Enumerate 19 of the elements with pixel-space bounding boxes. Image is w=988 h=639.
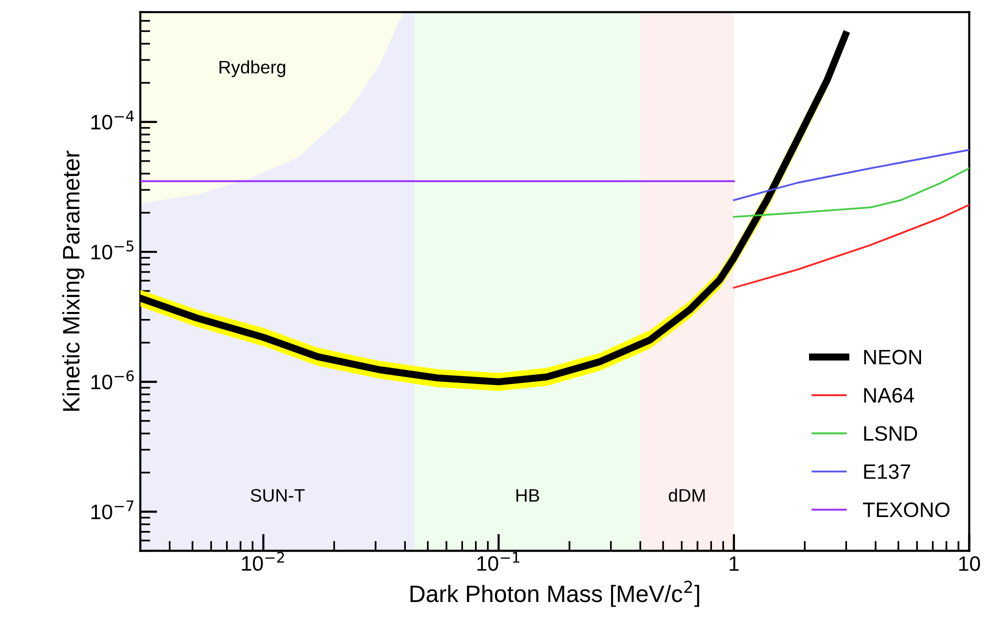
x-axis-title: Dark Photon Mass [MeV/c$^{2}$]: [410, 580, 700, 607]
band-label: HB: [516, 489, 540, 502]
y-tick-label: 10$^{−5}$: [91, 240, 134, 260]
band-label: dDM: [668, 488, 705, 502]
legend-label: LSND: [864, 426, 918, 441]
y-tick-label: 10$^{−4}$: [91, 110, 134, 130]
band-label: SUN-T: [250, 489, 305, 502]
x-tick-label: 10: [959, 556, 980, 571]
legend-label: NEON: [864, 350, 921, 364]
annotation: Rydberg: [220, 60, 286, 78]
x-tick-label: 10$^{−2}$: [242, 552, 284, 571]
legend-label: E137: [864, 464, 910, 480]
y-axis-title: Kinetic Mixing Parameter: [62, 150, 84, 411]
y-tick-label: 10$^{−6}$: [91, 370, 134, 390]
x-tick-label: 10$^{−1}$: [477, 552, 520, 571]
x-tick-label: 1: [730, 556, 739, 571]
legend-label: TEXONO: [862, 502, 950, 518]
y-tick-label: 10$^{−7}$: [91, 500, 134, 520]
legend-label: NA64: [864, 388, 914, 403]
